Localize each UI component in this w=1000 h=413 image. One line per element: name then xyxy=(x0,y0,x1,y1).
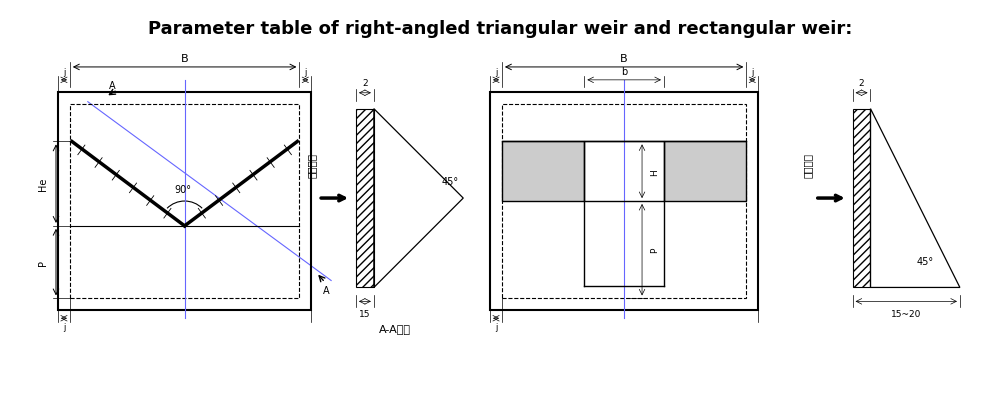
Text: j: j xyxy=(495,323,497,331)
Text: H: H xyxy=(650,169,659,175)
Bar xyxy=(664,142,746,202)
Bar xyxy=(584,142,664,202)
Text: He: He xyxy=(38,178,48,191)
Text: P: P xyxy=(650,247,659,253)
Bar xyxy=(502,142,584,202)
Text: 45°: 45° xyxy=(441,177,458,187)
Text: 15: 15 xyxy=(359,310,371,318)
Text: j: j xyxy=(304,68,307,77)
Text: A: A xyxy=(109,81,116,90)
Text: 2: 2 xyxy=(362,78,368,88)
Text: j: j xyxy=(751,68,753,77)
Text: b: b xyxy=(621,67,627,77)
Text: 15~20: 15~20 xyxy=(891,310,921,318)
Bar xyxy=(502,104,746,299)
Text: 90°: 90° xyxy=(174,185,191,195)
Bar xyxy=(58,93,311,311)
Text: j: j xyxy=(63,68,65,77)
Text: 45°: 45° xyxy=(917,256,934,266)
Bar xyxy=(490,93,758,311)
Bar xyxy=(70,104,299,299)
Bar xyxy=(853,109,870,288)
Text: j: j xyxy=(495,68,497,77)
Text: j: j xyxy=(63,323,65,331)
Text: Parameter table of right-angled triangular weir and rectangular weir:: Parameter table of right-angled triangul… xyxy=(148,20,852,38)
Text: 2: 2 xyxy=(859,78,864,88)
Text: 水流方向: 水流方向 xyxy=(306,152,316,177)
Bar xyxy=(356,109,374,288)
Text: B: B xyxy=(181,54,188,64)
Text: A: A xyxy=(323,286,330,296)
Text: P: P xyxy=(38,259,48,266)
Text: B: B xyxy=(620,54,628,64)
Text: A-A侧面: A-A侧面 xyxy=(379,323,411,333)
Text: 水流方向: 水流方向 xyxy=(803,152,813,177)
